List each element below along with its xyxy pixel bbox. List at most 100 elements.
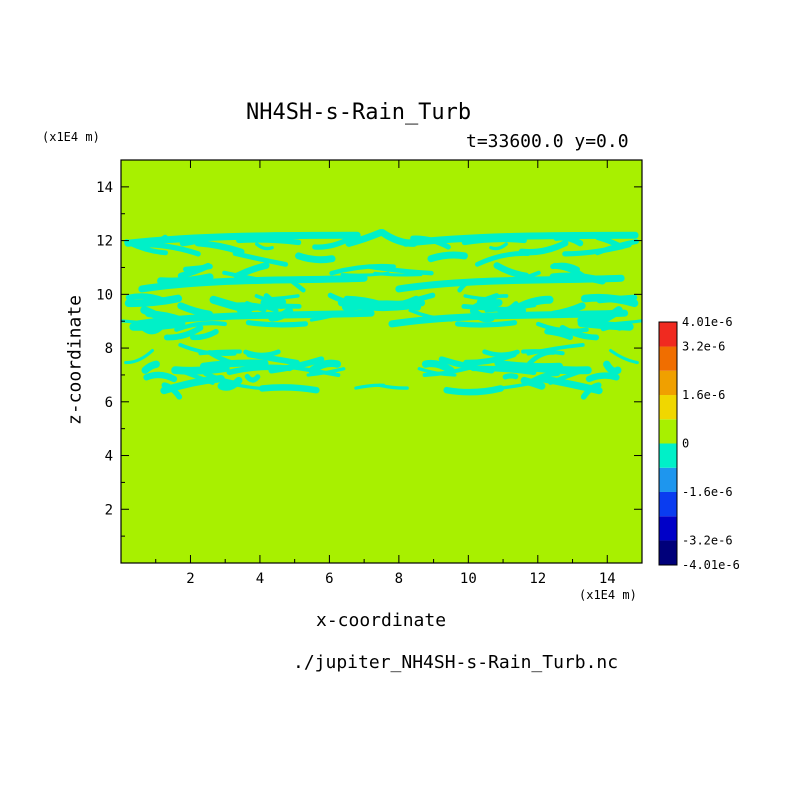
negative-streak <box>268 356 325 374</box>
y-tick-label: 10 <box>96 287 113 303</box>
negative-streak <box>236 237 302 246</box>
negative-streak <box>263 293 287 306</box>
negative-streak <box>544 328 574 341</box>
negative-streak <box>255 242 274 251</box>
negative-streak <box>438 356 495 374</box>
negative-streak <box>244 373 261 383</box>
negative-streak <box>389 292 436 309</box>
x-axis-label: x-coordinate <box>316 610 447 631</box>
negative-band <box>124 231 361 247</box>
colorbar-segment <box>659 516 677 541</box>
negative-streak <box>177 302 214 318</box>
negative-streak <box>585 372 620 383</box>
negative-streak <box>550 262 581 272</box>
x-tick-label: 2 <box>186 571 194 587</box>
colorbar-tick-label: 1.6e-6 <box>682 388 725 402</box>
colorbar-frame <box>658 321 678 566</box>
negative-streak <box>502 373 519 380</box>
plot-frame <box>120 159 643 564</box>
negative-region-layer <box>121 229 642 400</box>
negative-streak <box>478 299 503 309</box>
y-tick-label: 8 <box>105 341 113 357</box>
negative-streak <box>521 349 565 356</box>
negative-streak <box>233 262 270 280</box>
y-tick-label: 14 <box>96 180 113 196</box>
negative-streak <box>124 294 183 308</box>
negative-streak <box>461 303 527 313</box>
colorbar-segment <box>659 467 677 492</box>
negative-streak <box>243 349 281 358</box>
negative-streak <box>489 242 508 251</box>
y-unit-label: (x1E4 m) <box>42 130 100 144</box>
negative-streak <box>580 293 639 308</box>
negative-streak <box>306 367 346 377</box>
negative-streak <box>236 303 302 313</box>
negative-band <box>388 309 629 328</box>
y-tick-label: 4 <box>105 449 113 465</box>
x-tick-label: 14 <box>599 571 616 587</box>
negative-streak <box>181 369 215 385</box>
x-tick-label: 10 <box>460 571 477 587</box>
negative-band <box>134 309 375 328</box>
negative-streak <box>329 263 396 276</box>
x-tick-label: 4 <box>256 571 264 587</box>
colorbar-segment <box>659 540 677 565</box>
negative-band <box>138 274 368 293</box>
negative-band <box>395 274 625 293</box>
negative-streak <box>373 271 423 277</box>
negative-streak <box>538 375 603 395</box>
colorbar-tick-label: 0 <box>682 437 689 451</box>
negative-streak <box>143 371 178 383</box>
negative-streak <box>140 325 163 335</box>
negative-streak <box>182 263 213 272</box>
source-file-label: ./jupiter_NH4SH-s-Rain_Turb.nc <box>293 652 619 673</box>
negative-streak <box>312 235 353 250</box>
colorbar-tick-label: 4.01e-6 <box>682 315 733 329</box>
negative-streak <box>421 359 455 375</box>
colorbar-segment <box>659 346 677 371</box>
negative-streak <box>454 320 518 328</box>
colorbar-tick-label: -1.6e-6 <box>682 485 733 499</box>
negative-streak <box>594 239 639 256</box>
negative-streak <box>526 370 560 386</box>
negative-streak <box>603 360 622 375</box>
negative-streak <box>174 320 227 332</box>
colorbar-segment <box>659 322 677 347</box>
negative-streak <box>198 349 242 356</box>
negative-streak <box>608 348 639 365</box>
colorbar-segment <box>659 370 677 396</box>
colorbar-segment <box>659 419 677 444</box>
negative-streak <box>258 384 320 394</box>
negative-streak <box>327 292 374 309</box>
y-tick-label: 6 <box>105 395 113 411</box>
negative-streak <box>217 376 243 391</box>
negative-streak <box>427 251 468 263</box>
negative-streak <box>476 293 500 305</box>
x-tick-label: 6 <box>325 571 333 587</box>
negative-streak <box>559 324 600 341</box>
negative-streak <box>203 370 237 386</box>
y-tick-label: 12 <box>96 234 113 250</box>
negative-streak <box>600 324 623 332</box>
negative-streak <box>189 328 219 341</box>
colorbar-tick-label: 3.2e-6 <box>682 340 725 354</box>
negative-streak <box>163 324 204 341</box>
colorbar-segment <box>659 443 677 468</box>
negative-streak <box>548 369 582 385</box>
negative-streak <box>345 229 385 247</box>
negative-streak <box>295 252 336 264</box>
time-y-label: t=33600.0 y=0.0 <box>466 131 629 152</box>
negative-streak <box>171 364 230 375</box>
negative-streak <box>443 385 505 396</box>
negative-streak <box>494 359 564 371</box>
negative-band <box>402 231 639 247</box>
colorbar-segment <box>659 395 677 420</box>
negative-streak <box>245 320 309 328</box>
negative-streak <box>417 367 457 377</box>
x-tick-label: 12 <box>529 571 546 587</box>
y-tick-label: 2 <box>105 502 113 518</box>
chart-title: NH4SH-s-Rain_Turb <box>246 100 472 125</box>
colorbar-tick-label: -4.01e-6 <box>682 558 740 572</box>
negative-streak <box>141 360 160 374</box>
